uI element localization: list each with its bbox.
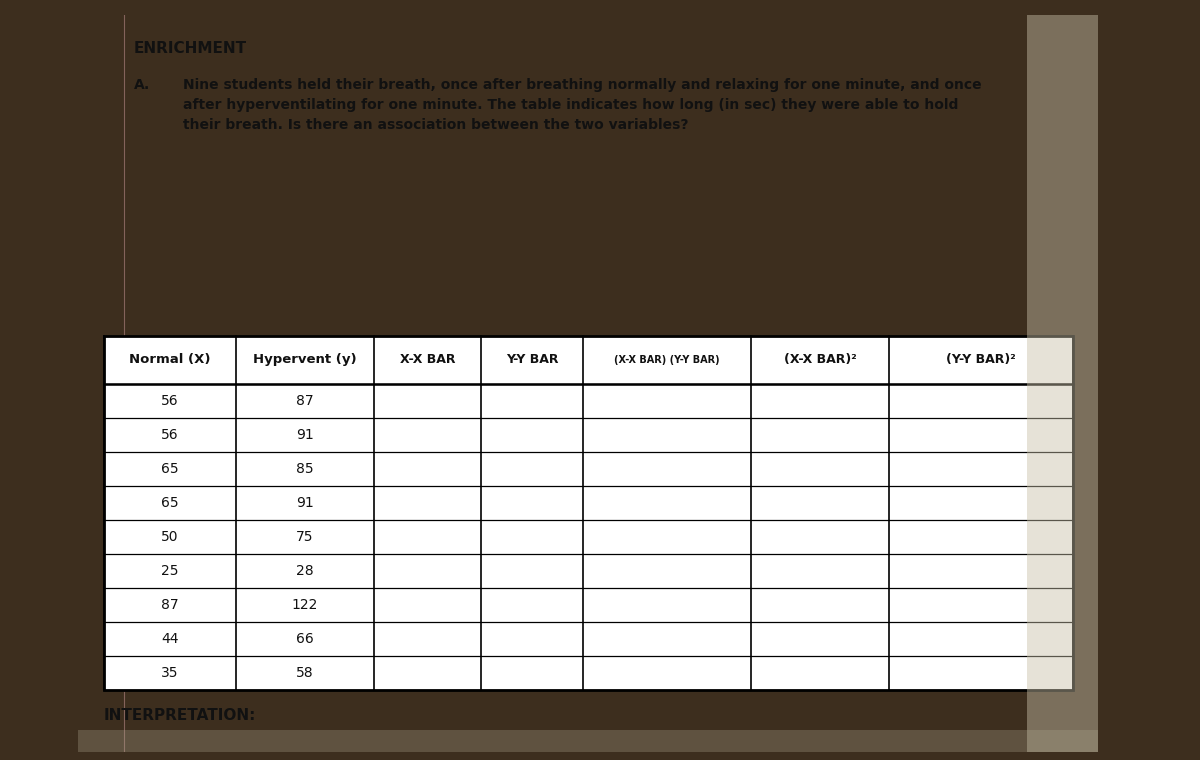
Text: 91: 91 <box>296 428 314 442</box>
Text: 66: 66 <box>296 632 314 646</box>
Text: (X-X BAR) (Y-Y BAR): (X-X BAR) (Y-Y BAR) <box>614 355 720 365</box>
Text: Normal (X): Normal (X) <box>130 353 210 366</box>
Text: 56: 56 <box>161 428 179 442</box>
Text: 28: 28 <box>296 564 313 578</box>
Text: 35: 35 <box>161 666 179 679</box>
Text: Hypervent (y): Hypervent (y) <box>253 353 356 366</box>
Bar <box>78 730 1098 752</box>
Text: (X-X BAR)²: (X-X BAR)² <box>784 353 857 366</box>
Text: 58: 58 <box>296 666 313 679</box>
Text: 50: 50 <box>161 530 179 543</box>
Text: ENRICHMENT: ENRICHMENT <box>134 41 247 56</box>
Text: Nine students held their breath, once after breathing normally and relaxing for : Nine students held their breath, once af… <box>184 78 982 132</box>
Text: 122: 122 <box>292 598 318 612</box>
Text: Y-Y BAR: Y-Y BAR <box>505 353 558 366</box>
Text: 87: 87 <box>161 598 179 612</box>
Text: A.: A. <box>134 78 150 92</box>
Text: 65: 65 <box>161 462 179 476</box>
Bar <box>103 336 1073 690</box>
Text: 87: 87 <box>296 394 313 408</box>
Text: 65: 65 <box>161 496 179 510</box>
Text: 25: 25 <box>161 564 179 578</box>
Text: 44: 44 <box>161 632 179 646</box>
Text: 85: 85 <box>296 462 313 476</box>
Text: 56: 56 <box>161 394 179 408</box>
Bar <box>1026 15 1098 752</box>
Text: 75: 75 <box>296 530 313 543</box>
Text: X-X BAR: X-X BAR <box>400 353 455 366</box>
Text: INTERPRETATION:: INTERPRETATION: <box>103 708 256 724</box>
Text: 91: 91 <box>296 496 314 510</box>
Bar <box>103 336 1073 690</box>
Text: (Y-Y BAR)²: (Y-Y BAR)² <box>946 353 1015 366</box>
